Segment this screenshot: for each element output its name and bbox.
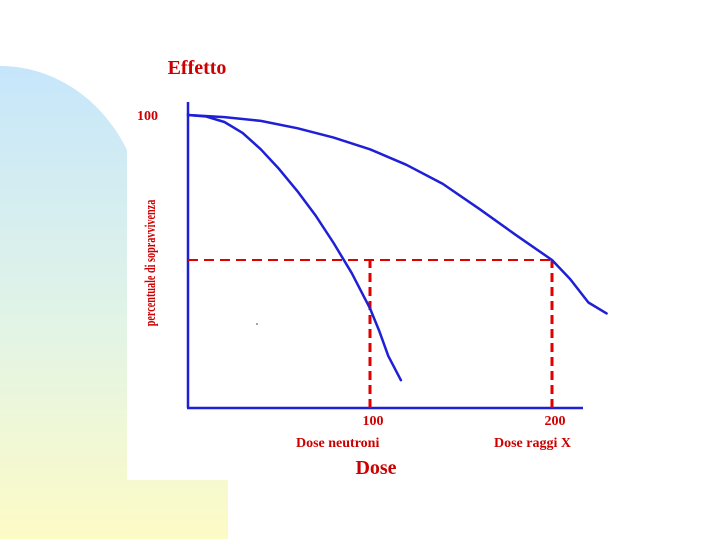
x-tick-caption-2: Dose raggi X	[494, 436, 571, 451]
chart-axes	[186, 102, 583, 410]
series-line-2	[186, 113, 608, 315]
x-tick-label-2: 200	[545, 414, 566, 429]
reference-lines	[188, 259, 554, 408]
y-tick-label-1: 100	[137, 109, 158, 124]
y-axis-label: percentuale di sopravvivenza	[142, 199, 158, 326]
series-line-1	[186, 113, 403, 382]
x-tick-label-1: 100	[363, 414, 384, 429]
x-axis-label: Dose	[355, 457, 396, 479]
x-tick-caption-1: Dose neutroni	[296, 436, 379, 451]
tick-labels: 100 100 Dose neutroni 200 Dose raggi X	[137, 109, 571, 451]
decorative-gradient-shape	[0, 66, 228, 539]
chart-title: Effetto	[168, 57, 227, 79]
stray-dot	[256, 323, 258, 325]
series-layer	[186, 113, 608, 382]
